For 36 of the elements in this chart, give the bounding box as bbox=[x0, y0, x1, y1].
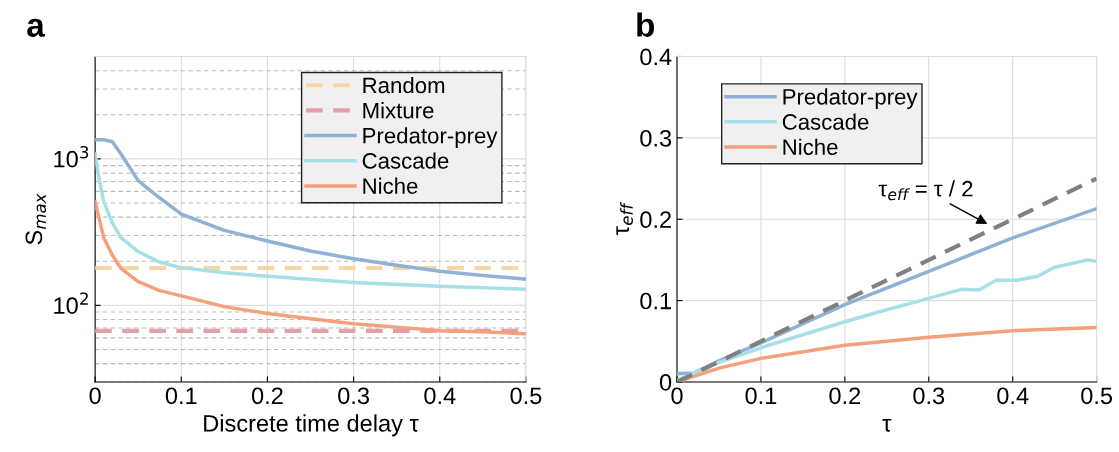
legend-label: Niche bbox=[363, 177, 418, 194]
annotation: τ$_{eff}$ = τ / 2 bbox=[878, 180, 973, 201]
y-tick-label: 10$^{2}$ bbox=[54, 292, 88, 314]
x-tick-label: 0.2 bbox=[829, 387, 861, 405]
y-tick-label: 0.1 bbox=[640, 292, 671, 310]
y-tick-label: 0 bbox=[659, 374, 672, 391]
x-tick-label: 0.5 bbox=[1081, 387, 1113, 405]
line-series bbox=[95, 152, 526, 291]
legend-label: Predator-prey bbox=[783, 88, 918, 110]
chart-title: a bbox=[27, 18, 45, 37]
x-tick-label: 0.3 bbox=[338, 387, 369, 405]
legend-label: Cascade bbox=[782, 113, 869, 130]
y-tick-label: 0.4 bbox=[640, 48, 672, 66]
legend-label: Mixture bbox=[363, 102, 434, 119]
line-series bbox=[95, 199, 526, 336]
x-tick-label: 0.1 bbox=[165, 387, 197, 405]
y-tick-label: 0.3 bbox=[640, 129, 672, 147]
x-axis-title: τ bbox=[882, 419, 892, 432]
x-tick-label: 0.4 bbox=[997, 387, 1029, 405]
x-tick-label: 0 bbox=[89, 387, 101, 405]
x-tick-label: 0.2 bbox=[251, 387, 283, 405]
y-axis-title: S$_{max}$ bbox=[25, 193, 47, 245]
y-tick-label: 0.2 bbox=[640, 211, 671, 229]
x-tick-label: 0 bbox=[671, 387, 683, 405]
legend-label: Random bbox=[363, 76, 445, 94]
legend-label: Niche bbox=[783, 138, 838, 155]
chart-title: b bbox=[637, 12, 655, 37]
x-tick-label: 0.3 bbox=[913, 387, 945, 405]
x-tick-label: 0.5 bbox=[510, 387, 542, 405]
y-axis-title: τ$_{eff}$ bbox=[616, 201, 633, 235]
legend-label: Predator-prey bbox=[363, 127, 498, 148]
legend-label: Cascade bbox=[362, 152, 449, 169]
y-tick-label: 10$^{3}$ bbox=[54, 145, 89, 168]
x-axis-title: Discrete time delay τ bbox=[204, 414, 419, 437]
x-tick-label: 0.1 bbox=[745, 387, 777, 405]
x-tick-label: 0.4 bbox=[424, 387, 456, 405]
